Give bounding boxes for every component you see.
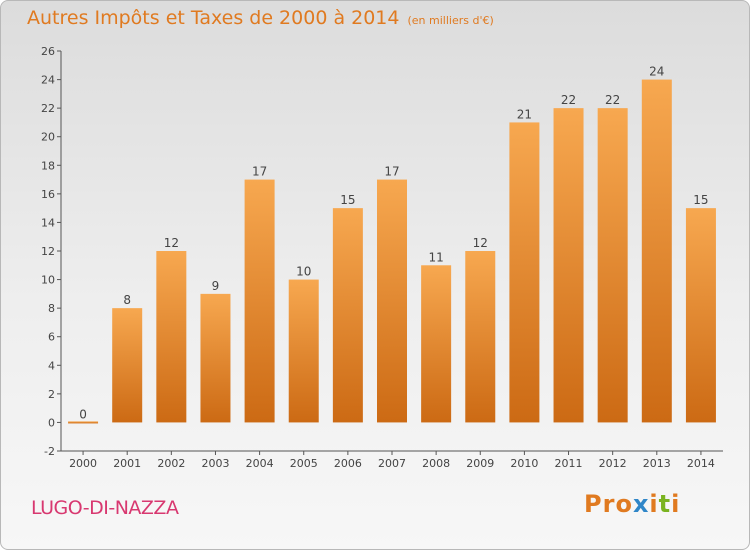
logo-letter: P [584, 490, 603, 518]
commune-name: LUGO-DI-NAZZA [31, 497, 179, 519]
x-tick-label: 2005 [290, 457, 318, 470]
y-tick-label: 24 [41, 74, 55, 87]
data-label: 12 [473, 236, 488, 250]
bar [685, 208, 716, 423]
y-tick-label: 22 [41, 102, 55, 115]
bar [641, 79, 672, 423]
x-tick-label: 2003 [201, 457, 229, 470]
x-tick-label: 2000 [69, 457, 97, 470]
x-tick-label: 2010 [510, 457, 538, 470]
x-tick-label: 2002 [157, 457, 185, 470]
x-tick-label: 2001 [113, 457, 141, 470]
y-tick-label: 12 [41, 245, 55, 258]
y-tick-label: 20 [41, 131, 55, 144]
data-label: 15 [693, 193, 708, 207]
bar [509, 122, 540, 423]
chart-unit: (en milliers d'€) [407, 14, 494, 27]
x-tick-label: 2006 [334, 457, 362, 470]
title-block: Autres Impôts et Taxes de 2000 à 2014 (en… [27, 7, 494, 29]
logo-letter: x [632, 490, 650, 518]
y-tick-label: -2 [44, 445, 55, 458]
bar [553, 108, 584, 423]
logo-letter: o [615, 490, 633, 518]
bar [156, 251, 187, 423]
y-tick-label: 10 [41, 274, 55, 287]
data-label: 21 [517, 107, 532, 121]
y-tick-label: 8 [48, 302, 55, 315]
data-label: 22 [605, 93, 620, 107]
chart-title: Autres Impôts et Taxes de 2000 à 2014 [27, 7, 400, 29]
bar [465, 251, 496, 423]
data-label: 11 [428, 250, 443, 264]
data-label: 0 [79, 407, 87, 421]
y-tick-label: 16 [41, 188, 55, 201]
bar [377, 179, 407, 423]
y-tick-label: 2 [48, 388, 55, 401]
data-label: 12 [164, 236, 179, 250]
y-tick-label: 6 [48, 331, 55, 344]
bar [421, 265, 452, 423]
logo-letter: r [602, 490, 616, 518]
data-label: 9 [212, 279, 220, 293]
y-tick-label: 26 [41, 45, 55, 58]
x-tick-label: 2009 [466, 457, 494, 470]
x-tick-label: 2013 [643, 457, 671, 470]
logo-letter: i [649, 490, 659, 518]
bars [68, 79, 716, 424]
y-tick-label: 4 [48, 359, 55, 372]
bar [597, 108, 628, 423]
bar [288, 279, 319, 423]
bar [200, 293, 231, 423]
y-tick-label: 18 [41, 159, 55, 172]
data-label: 17 [384, 165, 399, 179]
x-tick-label: 2007 [378, 457, 406, 470]
x-tick-label: 2004 [246, 457, 274, 470]
y-tick-label: 14 [41, 216, 55, 229]
x-tick-label: 2012 [599, 457, 627, 470]
data-label: 10 [296, 265, 311, 279]
data-labels: 0 8 12 9 17 10 15 17 11 12 21 22 22 24 15 [79, 65, 708, 422]
x-tick-label: 2014 [687, 457, 715, 470]
y-tick-label: 0 [48, 416, 55, 429]
data-label: 17 [252, 165, 267, 179]
bar [68, 421, 99, 424]
bar [112, 308, 143, 423]
bar [244, 179, 275, 423]
data-label: 15 [340, 193, 355, 207]
data-label: 22 [561, 93, 576, 107]
logo-letter: t [658, 490, 672, 518]
data-label: 8 [123, 293, 131, 307]
proxiti-logo[interactable]: Proxiti [584, 490, 680, 518]
x-tick-label: 2008 [422, 457, 450, 470]
logo-letter: i [671, 490, 681, 518]
data-label: 24 [649, 65, 664, 79]
bar [332, 208, 363, 423]
x-tick-label: 2011 [555, 457, 583, 470]
